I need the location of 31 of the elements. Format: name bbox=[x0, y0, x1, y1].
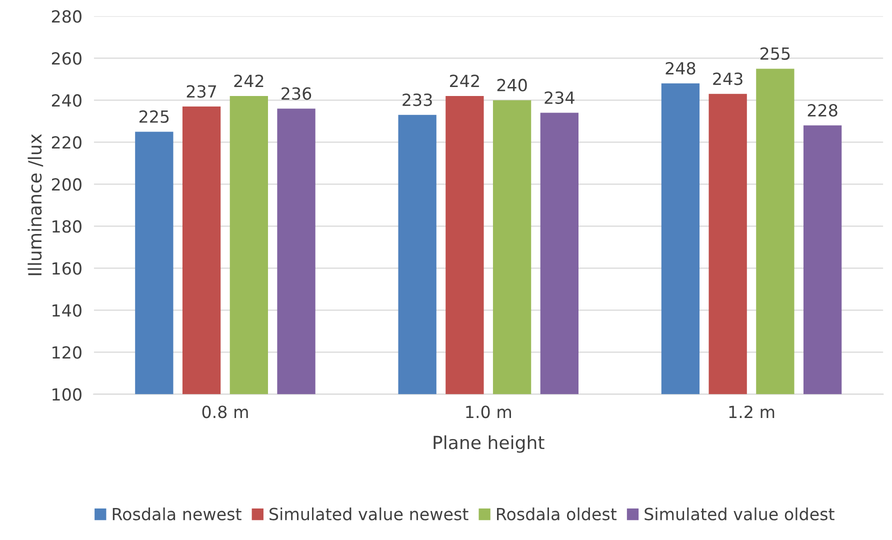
data-label: 233 bbox=[402, 94, 432, 106]
legend-label: Simulated value oldest bbox=[644, 507, 834, 520]
data-label: 228 bbox=[808, 104, 838, 117]
data-label: 242 bbox=[234, 74, 264, 87]
y-tick-label: 120 bbox=[52, 346, 82, 359]
legend-label: Simulated value newest bbox=[270, 507, 468, 520]
legend-label: Rosdala oldest bbox=[497, 507, 617, 520]
y-tick-label: 280 bbox=[52, 10, 82, 23]
y-tick-label: 100 bbox=[52, 388, 82, 401]
y-tick-label: 240 bbox=[52, 94, 82, 107]
y-tick-label: 140 bbox=[52, 304, 82, 317]
y-tick-label: 220 bbox=[52, 136, 82, 149]
x-tick-label: 1.0 m bbox=[466, 406, 511, 418]
data-label: 240 bbox=[497, 78, 527, 92]
data-label: 234 bbox=[544, 91, 574, 104]
data-label: 237 bbox=[186, 85, 216, 98]
y-axis-title: Illuminance /lux bbox=[28, 134, 44, 276]
y-tick-label: 260 bbox=[52, 52, 82, 65]
data-label: 236 bbox=[282, 87, 312, 100]
legend-label: Rosdala newest bbox=[112, 507, 242, 520]
x-axis-title: Plane height bbox=[434, 435, 544, 453]
data-label: 255 bbox=[760, 47, 790, 60]
x-tick-label: 1.2 m bbox=[729, 406, 774, 418]
data-label: 242 bbox=[450, 74, 479, 87]
y-tick-label: 200 bbox=[52, 178, 82, 191]
x-tick-label: 0.8 m bbox=[202, 406, 248, 418]
data-label: 248 bbox=[666, 62, 696, 75]
y-tick-label: 160 bbox=[52, 262, 82, 275]
y-tick-label: 180 bbox=[52, 220, 82, 233]
data-label: 243 bbox=[713, 72, 742, 86]
data-label: 225 bbox=[139, 110, 169, 123]
